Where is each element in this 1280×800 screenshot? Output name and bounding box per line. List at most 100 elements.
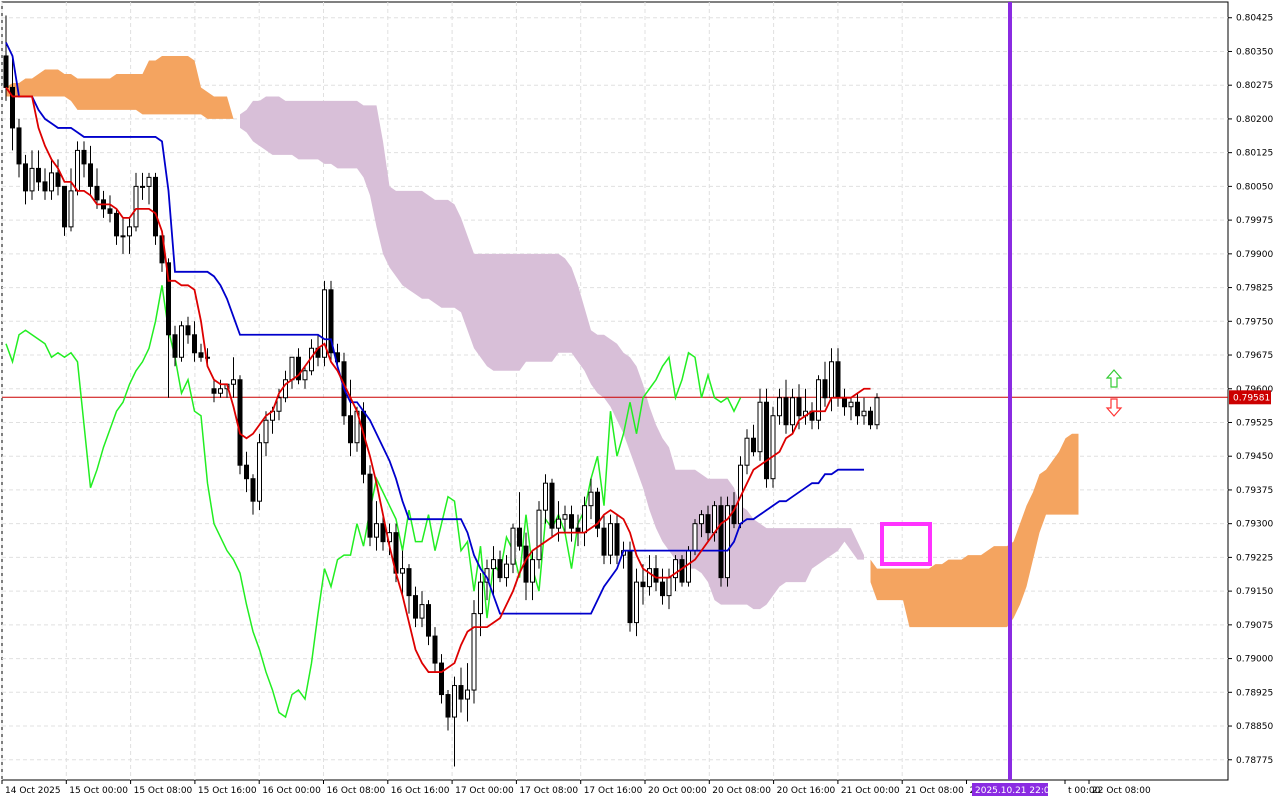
candle-body [842,397,847,408]
candle-body [114,212,119,237]
candle-body [413,595,418,619]
candle-body [62,185,67,228]
candle-body [627,550,633,624]
candle-body [458,685,464,700]
price-tick-label: 0.80200 [1236,115,1273,125]
price-tick-label: 0.79150 [1236,587,1273,597]
candle-body [211,388,217,394]
candle-body [68,190,74,228]
price-tick-label: 0.79375 [1236,486,1273,496]
candle-body [42,181,48,192]
candle-body [783,397,789,426]
time-tick-label: 17 Oct 00:00 [455,786,514,796]
candle-body [848,401,854,408]
candle-body [185,325,191,336]
candle-body [322,289,327,358]
candle-body [179,325,184,358]
candle-body [822,379,828,399]
candle-body [679,559,685,583]
price-tick-label: 0.78925 [1236,688,1273,698]
candle-body [432,635,438,664]
candle-body [647,568,652,588]
candle-body [231,379,236,385]
candle-body [244,464,249,480]
candle-body [595,491,600,529]
time-tick-label: 16 Oct 16:00 [391,786,450,796]
candle-body [439,662,444,696]
candle-body [361,410,366,475]
candle-body [257,442,262,502]
time-tick-label: 16 Oct 00:00 [262,786,321,796]
price-tick-label: 0.79000 [1236,655,1273,665]
time-tick-label: 21 Oct 00:00 [841,786,900,796]
time-tick-label: 17 Oct 08:00 [519,786,578,796]
up-arrow-icon [1105,369,1123,388]
price-tick-label: 0.79450 [1236,452,1273,462]
price-tick-label: 0.80425 [1236,14,1273,24]
crosshair-time-label: 2025.10.21 22:00 [975,786,1056,796]
candle-body [107,208,113,214]
candle-body [549,482,555,529]
price-tick-label: 0.79675 [1236,351,1273,361]
price-tick-label: 0.79075 [1236,621,1273,631]
candle-body [465,689,470,700]
candle-body [692,523,698,552]
kijun-sen-line [5,42,864,615]
candle-body [276,397,282,412]
candle-body [582,505,587,534]
candle-body [796,397,802,417]
time-tick-label: 20 Oct 08:00 [712,786,771,796]
candle-body [491,559,496,570]
candle-body [770,415,776,480]
candle-body [673,559,678,579]
candle-body [302,370,308,381]
price-tick-label: 0.79600 [1236,385,1273,395]
time-tick-label: 15 Oct 08:00 [134,786,193,796]
candle-body [328,289,334,354]
price-tick-label: 0.80350 [1236,47,1273,57]
candle-body [94,185,100,201]
candle-body [140,185,145,188]
candle-body [81,149,87,165]
candle-body [751,437,756,453]
candle-body [588,491,594,507]
candle-body [406,568,412,597]
candle-body [218,388,223,394]
price-tick-label: 0.80050 [1236,182,1273,192]
candle-body [666,577,672,597]
candle-body [855,401,860,417]
candle-body [556,518,561,529]
candle-body [731,505,737,525]
price-tick-label: 0.79975 [1236,216,1273,226]
candle-body [517,527,522,547]
candle-body [543,482,548,511]
candle-body [764,401,769,480]
candle-body [601,527,607,556]
candle-body [120,235,126,238]
candle-body [3,55,9,88]
price-tick-label: 0.79300 [1236,520,1273,530]
price-tick-label: 0.79750 [1236,317,1273,327]
candle-body [478,581,483,615]
highlight-box [880,522,932,566]
time-tick-label: 20 Oct 16:00 [777,786,836,796]
candle-body [614,523,620,556]
kumo-bull-segment [870,433,1079,628]
candle-body [562,514,568,520]
candle-body [29,167,35,192]
candle-body [153,176,158,237]
candle-body [192,334,197,354]
candle-body [172,334,178,358]
candle-body [400,568,405,574]
candle-body [452,685,457,718]
candle-body [510,527,516,565]
candle-body [49,172,54,192]
candle-body [367,473,373,538]
time-tick-label: 21 Oct 08:00 [905,786,964,796]
candle-body [146,176,152,187]
candle-body [829,361,834,399]
candle-body [536,509,542,561]
candle-body [380,523,386,543]
candle-body [705,514,711,534]
